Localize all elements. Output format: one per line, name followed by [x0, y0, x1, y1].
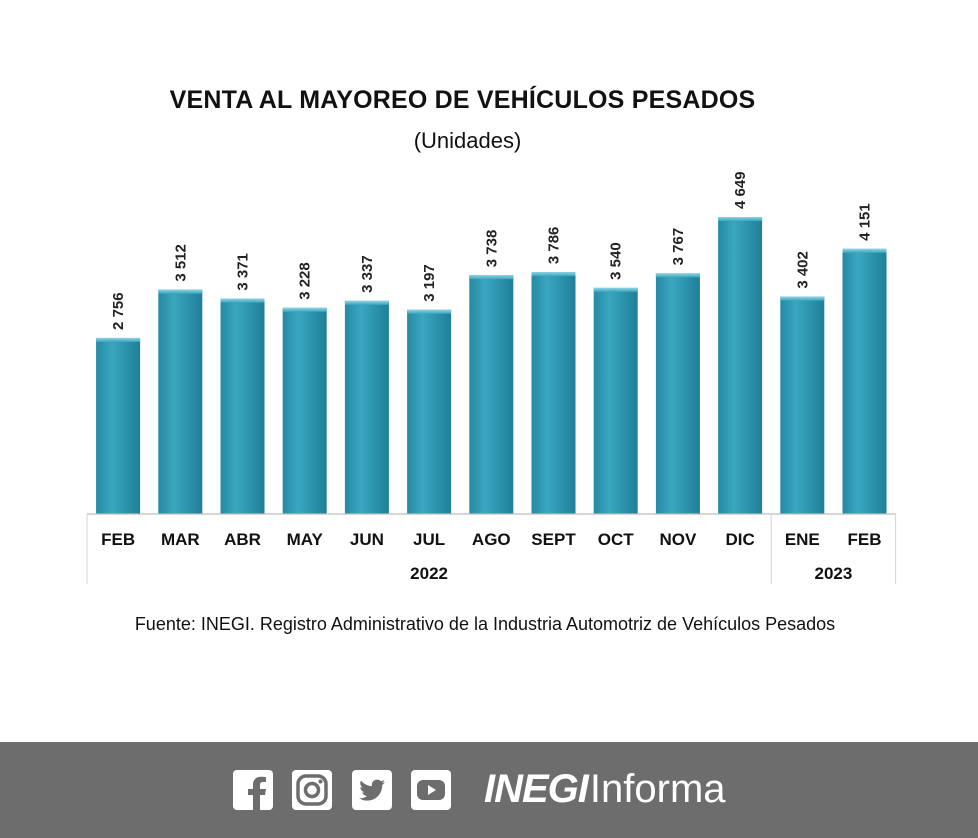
category-label-2: ABR	[224, 530, 261, 549]
category-label-3: MAY	[287, 530, 324, 549]
value-label-8: 3 540	[608, 242, 625, 280]
value-label-9: 3 767	[670, 228, 687, 266]
bar-cap-8	[593, 287, 638, 292]
category-label-4: JUN	[350, 530, 384, 549]
category-label-9: NOV	[659, 530, 697, 549]
bar-cap-1	[158, 289, 203, 294]
bar-cap-7	[531, 272, 576, 277]
bar-cap-5	[407, 309, 452, 314]
category-label-0: FEB	[101, 530, 135, 549]
instagram-icon[interactable]	[292, 770, 332, 810]
value-label-3: 3 228	[297, 262, 314, 300]
value-label-11: 3 402	[794, 251, 811, 289]
bar-cap-2	[220, 298, 265, 303]
category-label-6: AGO	[472, 530, 511, 549]
category-label-5: JUL	[413, 530, 445, 549]
category-label-11: ENE	[785, 530, 820, 549]
bar-0	[96, 337, 141, 514]
bar-12	[842, 248, 887, 515]
value-label-7: 3 786	[546, 227, 563, 265]
bar-cap-4	[344, 300, 389, 305]
brand-part1: INEGI	[484, 767, 589, 811]
category-label-10: DIC	[725, 530, 754, 549]
source-note: Fuente: INEGI. Registro Administrativo d…	[134, 614, 836, 634]
chart-subtitle: (Unidades)	[413, 128, 522, 153]
brand-part2: Informa	[589, 767, 726, 811]
bar-3	[282, 307, 327, 514]
value-label-2: 3 371	[235, 253, 252, 291]
bar-10	[718, 217, 763, 514]
bar-7	[531, 272, 576, 514]
bar-2	[220, 298, 265, 514]
value-label-0: 2 756	[110, 292, 127, 330]
value-label-6: 3 738	[483, 230, 500, 268]
bar-8	[593, 287, 638, 514]
bar-cap-12	[842, 248, 887, 253]
category-label-1: MAR	[161, 530, 200, 549]
value-label-5: 3 197	[421, 264, 438, 302]
year-label-2023: 2023	[814, 564, 852, 583]
bar-chart: 2 756 FEB 3 512 MAR 3 371 ABR 3 228 MAY 3 337 JUN…	[86, 171, 897, 584]
category-label-7: SEPT	[531, 530, 576, 549]
chart-title: VENTA AL MAYOREO DE VEHÍCULOS PESADOS	[169, 86, 756, 114]
bar-4	[344, 300, 389, 514]
facebook-icon[interactable]	[233, 770, 273, 810]
twitter-icon[interactable]	[352, 770, 392, 810]
youtube-icon[interactable]	[411, 770, 451, 810]
year-label-2022: 2022	[410, 564, 448, 583]
bar-cap-0	[96, 337, 141, 342]
bar-6	[469, 275, 514, 514]
category-label-8: OCT	[598, 530, 635, 549]
bar-cap-3	[282, 307, 327, 312]
value-label-12: 4 151	[857, 203, 874, 241]
bar-cap-10	[718, 217, 763, 221]
bar-cap-9	[655, 273, 700, 278]
bar-11	[780, 296, 825, 514]
value-label-10: 4 649	[732, 171, 749, 209]
bar-cap-6	[469, 275, 514, 280]
bar-5	[407, 309, 452, 514]
value-label-4: 3 337	[359, 255, 376, 293]
bar-1	[158, 289, 203, 514]
brand-wordmark: INEGIInforma	[484, 764, 726, 814]
bar-9	[655, 273, 700, 514]
value-label-1: 3 512	[172, 244, 189, 282]
bar-cap-11	[780, 296, 825, 301]
footer-bar: INEGIInforma	[0, 742, 978, 838]
category-label-12: FEB	[848, 530, 882, 549]
